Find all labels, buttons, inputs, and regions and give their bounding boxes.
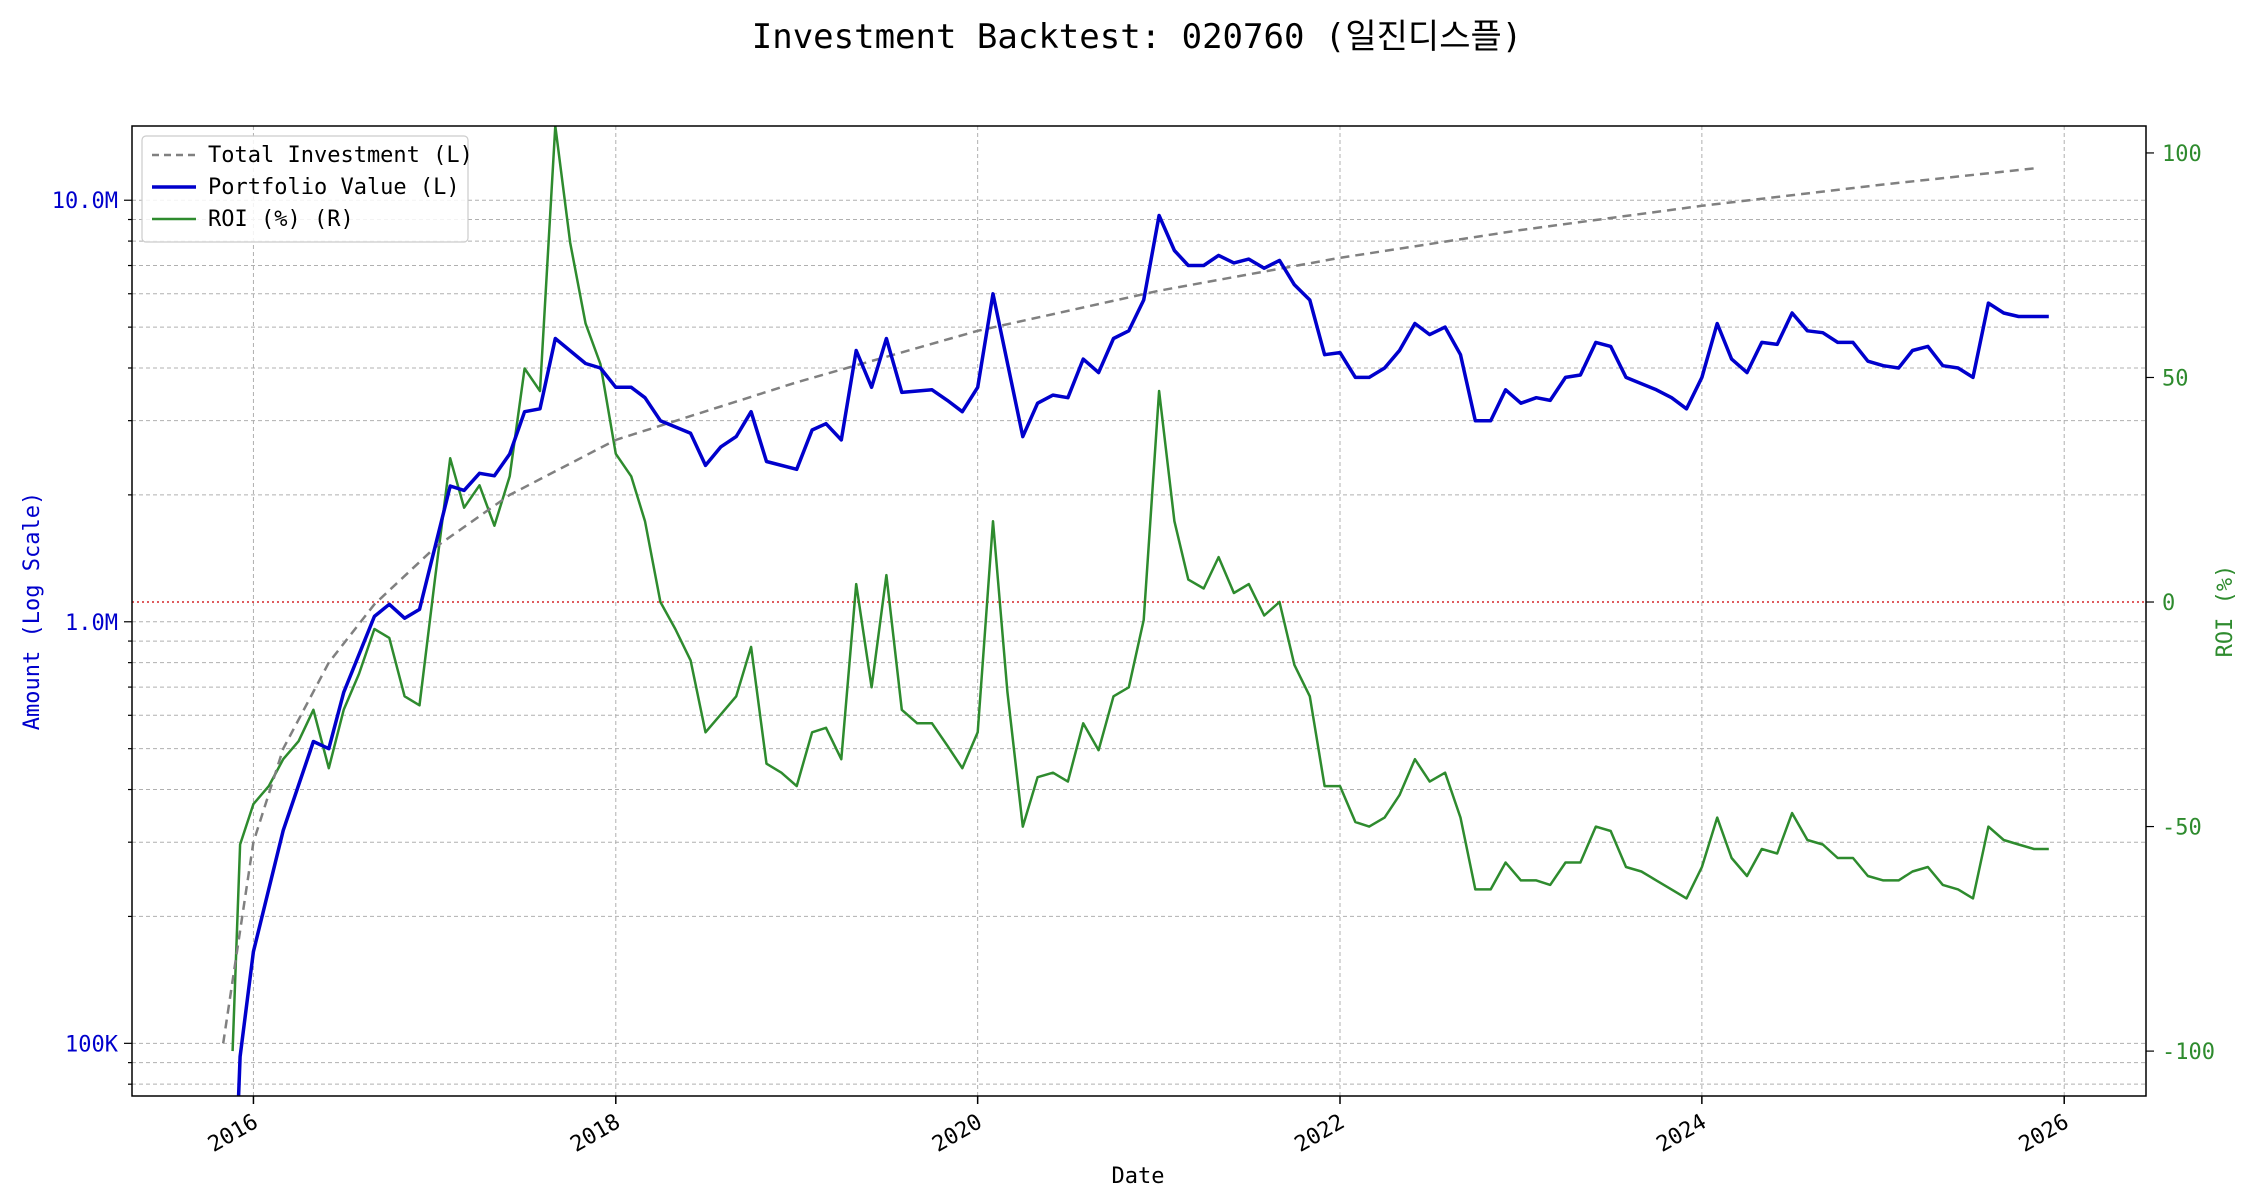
legend-entry-label: Portfolio Value (L): [208, 175, 460, 200]
legend-entry-label: Total Investment (L): [208, 143, 473, 168]
x-tick-label: 2016: [204, 1110, 262, 1158]
y-left-tick-label: 1.0M: [65, 611, 118, 636]
y-right-tick-label: 100: [2162, 142, 2202, 167]
chart-title: Investment Backtest: 020760 (일진디스플): [752, 17, 1523, 57]
y-right-tick-label: 50: [2162, 366, 2189, 391]
y-left-tick-label: 100K: [65, 1032, 119, 1057]
y-left-tick-label: 10.0M: [52, 189, 118, 214]
y-axis-right-label: ROI (%): [2213, 565, 2238, 658]
x-tick-label: 2018: [566, 1110, 624, 1158]
portfolio-value-line: [236, 213, 2049, 1096]
legend-entry-label: ROI (%) (R): [208, 207, 354, 232]
x-tick-label: 2026: [2015, 1110, 2073, 1158]
chart-marks: [132, 126, 2146, 1096]
roi-line: [231, 126, 2049, 1052]
total-investment-line: [221, 167, 2035, 1044]
x-tick-label: 2024: [1652, 1110, 1710, 1158]
x-axis-label: Date: [1112, 1164, 1165, 1189]
plot-frame: [131, 125, 2147, 1097]
y-right-tick-label: 0: [2162, 591, 2175, 616]
grid-lines: [132, 126, 2146, 1096]
y-right-tick-label: -100: [2162, 1040, 2215, 1065]
x-tick-label: 2020: [928, 1110, 986, 1158]
axis-ticks: 2016 2018 2020 2022 2024 2026 100K 1.0M 10.0M -10…: [52, 142, 2215, 1158]
y-axis-left-label: Amount (Log Scale): [20, 492, 45, 730]
legend: Total Investment (L) Portfolio Value (L) R…: [141, 135, 473, 243]
legend-box: [141, 135, 469, 243]
y-right-tick-label: -50: [2162, 816, 2202, 841]
x-tick-label: 2022: [1291, 1110, 1349, 1158]
